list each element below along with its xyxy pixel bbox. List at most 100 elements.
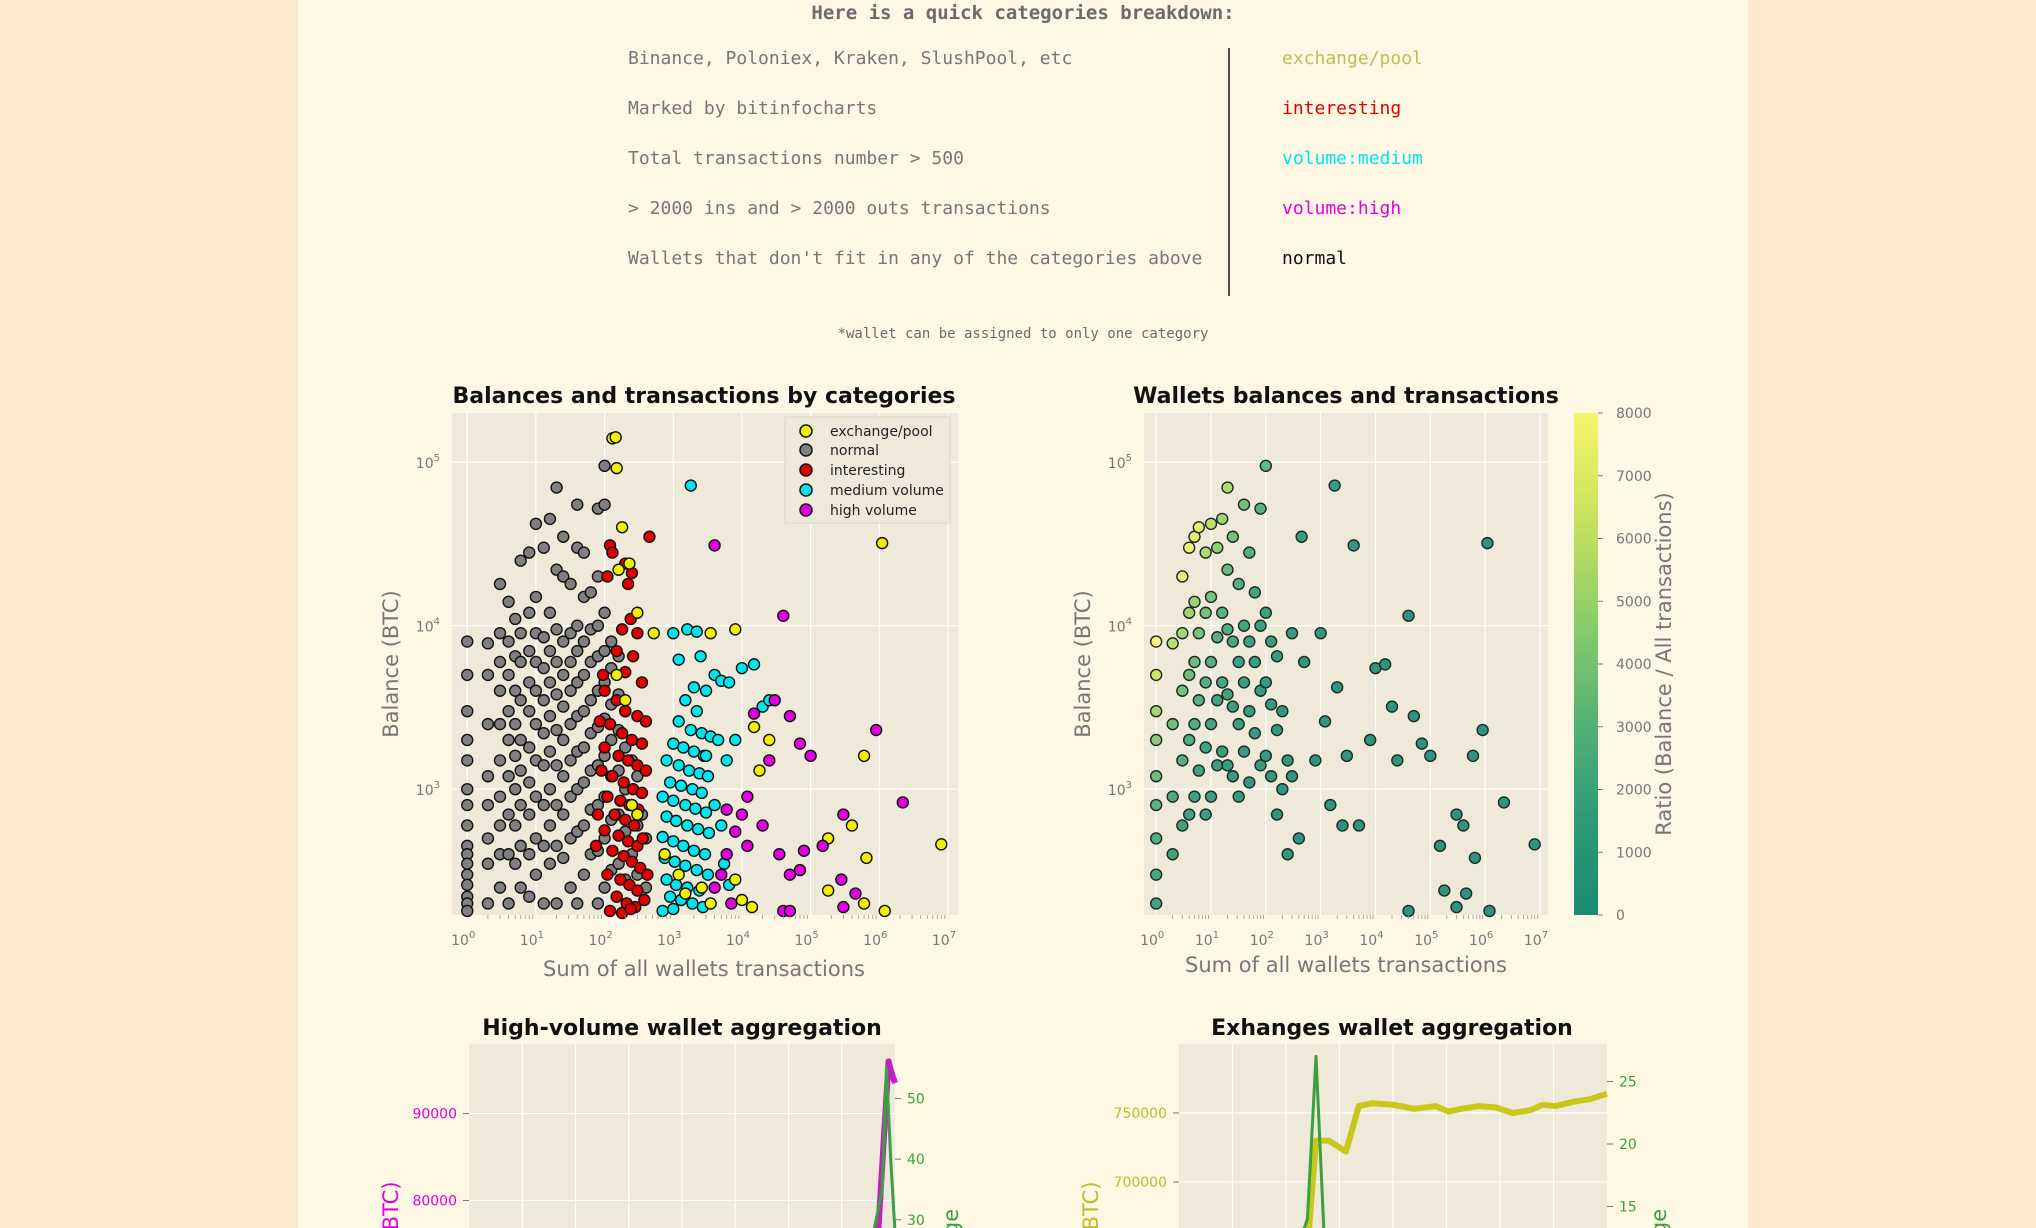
data-point: [577, 668, 591, 682]
data-point: [481, 832, 495, 845]
data-point: [875, 536, 889, 550]
data-point: [543, 606, 557, 619]
data-point: [1254, 502, 1267, 515]
data-point: [747, 707, 761, 720]
data-point: [571, 897, 584, 910]
data-point: [1199, 741, 1212, 754]
y2-axis-label: ge: [939, 1209, 963, 1228]
data-point: [1232, 790, 1245, 803]
data-point: [1149, 770, 1163, 783]
legend-marker: [799, 424, 813, 438]
data-point: [672, 759, 685, 772]
data-point: [1215, 745, 1229, 758]
data-point: [481, 668, 495, 682]
x-tick-exponent: 0: [469, 930, 475, 941]
y-tick-base: 10: [416, 456, 434, 472]
data-point: [509, 749, 522, 763]
data-point: [668, 855, 681, 868]
chart-title: Exhanges wallet aggregation: [1211, 1016, 1573, 1041]
data-point: [523, 644, 536, 658]
data-point: [493, 790, 507, 803]
data-point: [1166, 637, 1179, 650]
data-point: [1199, 808, 1212, 821]
data-point: [514, 733, 527, 747]
data-point: [699, 684, 713, 697]
data-point: [1254, 619, 1267, 632]
data-point: [564, 754, 577, 767]
x-tick-label: 106: [1469, 930, 1493, 949]
data-point: [550, 688, 563, 701]
data-point: [1204, 717, 1218, 731]
y2-tick-label: 40: [907, 1152, 925, 1168]
x-tick-exponent: 0: [1158, 930, 1164, 941]
data-point: [896, 796, 910, 809]
colorbar-tick-label: 2000: [1616, 783, 1652, 799]
category-divider: [1228, 48, 1230, 296]
chart-title: High-volume wallet aggregation: [482, 1016, 882, 1041]
data-point: [461, 733, 474, 747]
data-point: [619, 694, 632, 707]
data-point: [509, 684, 522, 697]
series-lines: [1302, 1055, 1608, 1228]
data-point: [735, 661, 749, 675]
y-tick-label: 104: [1108, 617, 1132, 636]
data-point: [1211, 541, 1224, 554]
data-point: [1192, 626, 1206, 640]
x-tick-exponent: 5: [812, 930, 818, 941]
data-point: [729, 873, 742, 886]
x-tick-exponent: 7: [950, 930, 956, 941]
data-point: [701, 770, 715, 783]
data-point: [610, 668, 623, 682]
data-point: [1243, 635, 1256, 648]
data-point: [557, 700, 570, 713]
data-point: [857, 749, 871, 763]
data-point: [656, 790, 669, 803]
y-tick-label: 103: [1108, 780, 1132, 799]
data-point: [608, 808, 621, 821]
legend-marker: [799, 443, 813, 457]
data-point: [550, 897, 563, 910]
data-point: [869, 723, 883, 737]
data-point: [461, 704, 474, 718]
data-point: [571, 644, 584, 658]
data-point: [612, 563, 625, 576]
data-point: [502, 704, 515, 718]
data-point: [1330, 681, 1344, 694]
data-point: [461, 878, 474, 892]
data-point: [461, 798, 474, 812]
data-point: [711, 733, 725, 747]
y-tick-base: 10: [1108, 783, 1126, 799]
data-point: [684, 723, 697, 737]
data-point: [1450, 900, 1463, 914]
data-point: [1176, 570, 1189, 583]
data-point: [523, 776, 536, 789]
data-point: [502, 770, 515, 783]
data-point: [514, 798, 527, 812]
y-tick-base: 10: [1108, 620, 1126, 636]
data-point: [514, 764, 527, 777]
x-tick-exponent: 3: [675, 930, 681, 941]
data-point: [763, 733, 776, 747]
data-point: [584, 586, 598, 599]
colorbar: [1574, 413, 1598, 915]
data-point: [1226, 700, 1240, 713]
data-point: [763, 754, 776, 767]
data-point: [571, 498, 584, 511]
data-point: [715, 868, 728, 881]
data-point: [1199, 606, 1212, 619]
data-point: [1149, 635, 1163, 648]
data-point: [615, 521, 629, 534]
x-tick-exponent: 1: [538, 930, 544, 941]
x-axis-label: Sum of all wallets transactions: [1185, 953, 1507, 977]
data-point: [571, 619, 584, 632]
data-point: [1497, 796, 1511, 809]
y-tick-exponent: 5: [1126, 453, 1132, 464]
data-point: [1215, 512, 1229, 526]
data-point: [621, 577, 635, 591]
data-point: [747, 720, 761, 734]
data-point: [606, 844, 619, 857]
data-point: [514, 655, 527, 669]
data-point: [461, 868, 474, 881]
y-tick-label: 90000: [412, 1107, 457, 1123]
